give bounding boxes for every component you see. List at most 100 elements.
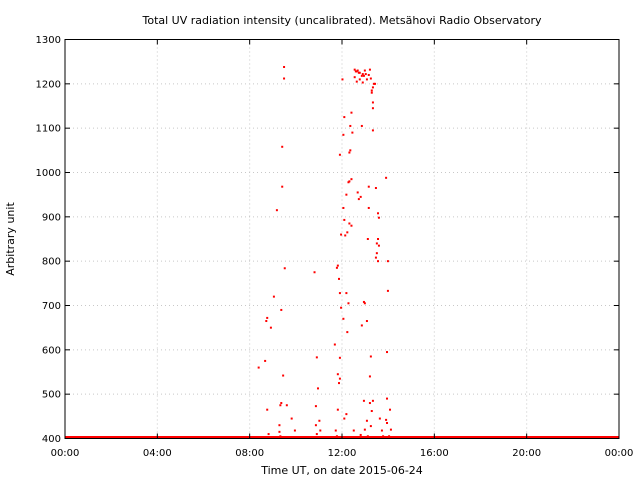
chart-title: Total UV radiation intensity (uncalibrat… [142, 14, 542, 27]
x-tick-label: 08:00 [235, 448, 264, 459]
data-point [353, 68, 356, 71]
data-point [375, 242, 378, 245]
data-point [344, 234, 347, 237]
data-point [348, 222, 351, 225]
data-point [353, 76, 356, 79]
data-point [342, 206, 345, 209]
data-points [257, 65, 392, 438]
data-point [362, 74, 365, 77]
data-point [347, 302, 350, 305]
data-point [340, 233, 343, 236]
y-tick-label: 1200 [36, 79, 61, 90]
x-tick-label: 20:00 [512, 448, 541, 459]
data-point [336, 264, 339, 267]
data-point [336, 408, 339, 411]
data-point [369, 77, 372, 80]
data-point [272, 295, 275, 298]
data-point [359, 195, 362, 198]
data-point [334, 429, 337, 432]
y-tick-label: 500 [42, 390, 61, 401]
data-point [371, 129, 374, 132]
data-point [315, 433, 318, 436]
data-point [338, 377, 341, 380]
data-point [368, 375, 371, 378]
data-point [266, 408, 269, 411]
data-point [361, 81, 364, 84]
data-point [282, 374, 285, 377]
data-point [365, 320, 368, 323]
data-point [362, 300, 365, 303]
data-point [367, 73, 370, 76]
data-point [280, 402, 283, 405]
y-tick-label: 900 [42, 212, 61, 223]
y-axis-label: Arbitrary unit [4, 202, 17, 276]
data-point [319, 429, 322, 432]
data-point [371, 107, 374, 110]
data-point [343, 218, 346, 221]
data-point [281, 185, 284, 188]
data-point [340, 306, 343, 309]
data-point [352, 429, 355, 432]
data-point [385, 418, 388, 421]
data-point [285, 404, 288, 407]
data-point [343, 116, 346, 119]
y-tick-label: 800 [42, 257, 61, 268]
data-point [345, 193, 348, 196]
data-point [290, 417, 293, 420]
data-point [275, 209, 278, 212]
data-point [283, 267, 286, 270]
y-tick-label: 1300 [36, 35, 61, 46]
data-point [265, 320, 268, 323]
data-point [360, 74, 363, 77]
data-point [341, 78, 344, 81]
data-point [342, 133, 345, 136]
data-point [338, 153, 341, 156]
data-point [281, 145, 284, 148]
data-point [346, 231, 349, 234]
data-point [343, 417, 346, 420]
data-point [368, 402, 371, 405]
data-point [361, 73, 364, 76]
data-point [388, 435, 391, 438]
data-point [359, 433, 362, 436]
data-point [266, 316, 269, 319]
data-point [337, 277, 340, 280]
data-point [350, 224, 353, 227]
data-point [371, 101, 374, 104]
data-point [389, 408, 392, 411]
x-tick-label: 00:00 [605, 448, 634, 459]
data-point [278, 430, 281, 433]
x-tick-label: 12:00 [328, 448, 357, 459]
y-tick-label: 600 [42, 345, 61, 356]
data-point [371, 86, 374, 89]
data-point [346, 331, 349, 334]
data-point [363, 428, 366, 431]
data-point [377, 260, 380, 263]
y-tick-label: 1000 [36, 168, 61, 179]
data-point [386, 260, 389, 263]
data-point [386, 397, 389, 400]
data-point [362, 399, 365, 402]
data-point [314, 405, 317, 408]
data-point [363, 69, 366, 72]
data-point [367, 185, 370, 188]
data-point [345, 413, 348, 416]
data-point [257, 366, 260, 369]
data-point [318, 419, 321, 422]
data-point [269, 326, 272, 329]
data-point [348, 180, 351, 183]
data-point [374, 187, 377, 190]
data-point [348, 151, 351, 154]
x-tick-label: 16:00 [420, 448, 449, 459]
data-point [375, 252, 378, 255]
data-point [370, 410, 373, 413]
y-tick-label: 1100 [36, 124, 61, 135]
data-point [342, 317, 345, 320]
data-point [360, 324, 363, 327]
data-point [369, 355, 372, 358]
data-point [380, 429, 383, 432]
data-point [365, 78, 368, 81]
data-point [369, 425, 372, 428]
data-point [315, 356, 318, 359]
